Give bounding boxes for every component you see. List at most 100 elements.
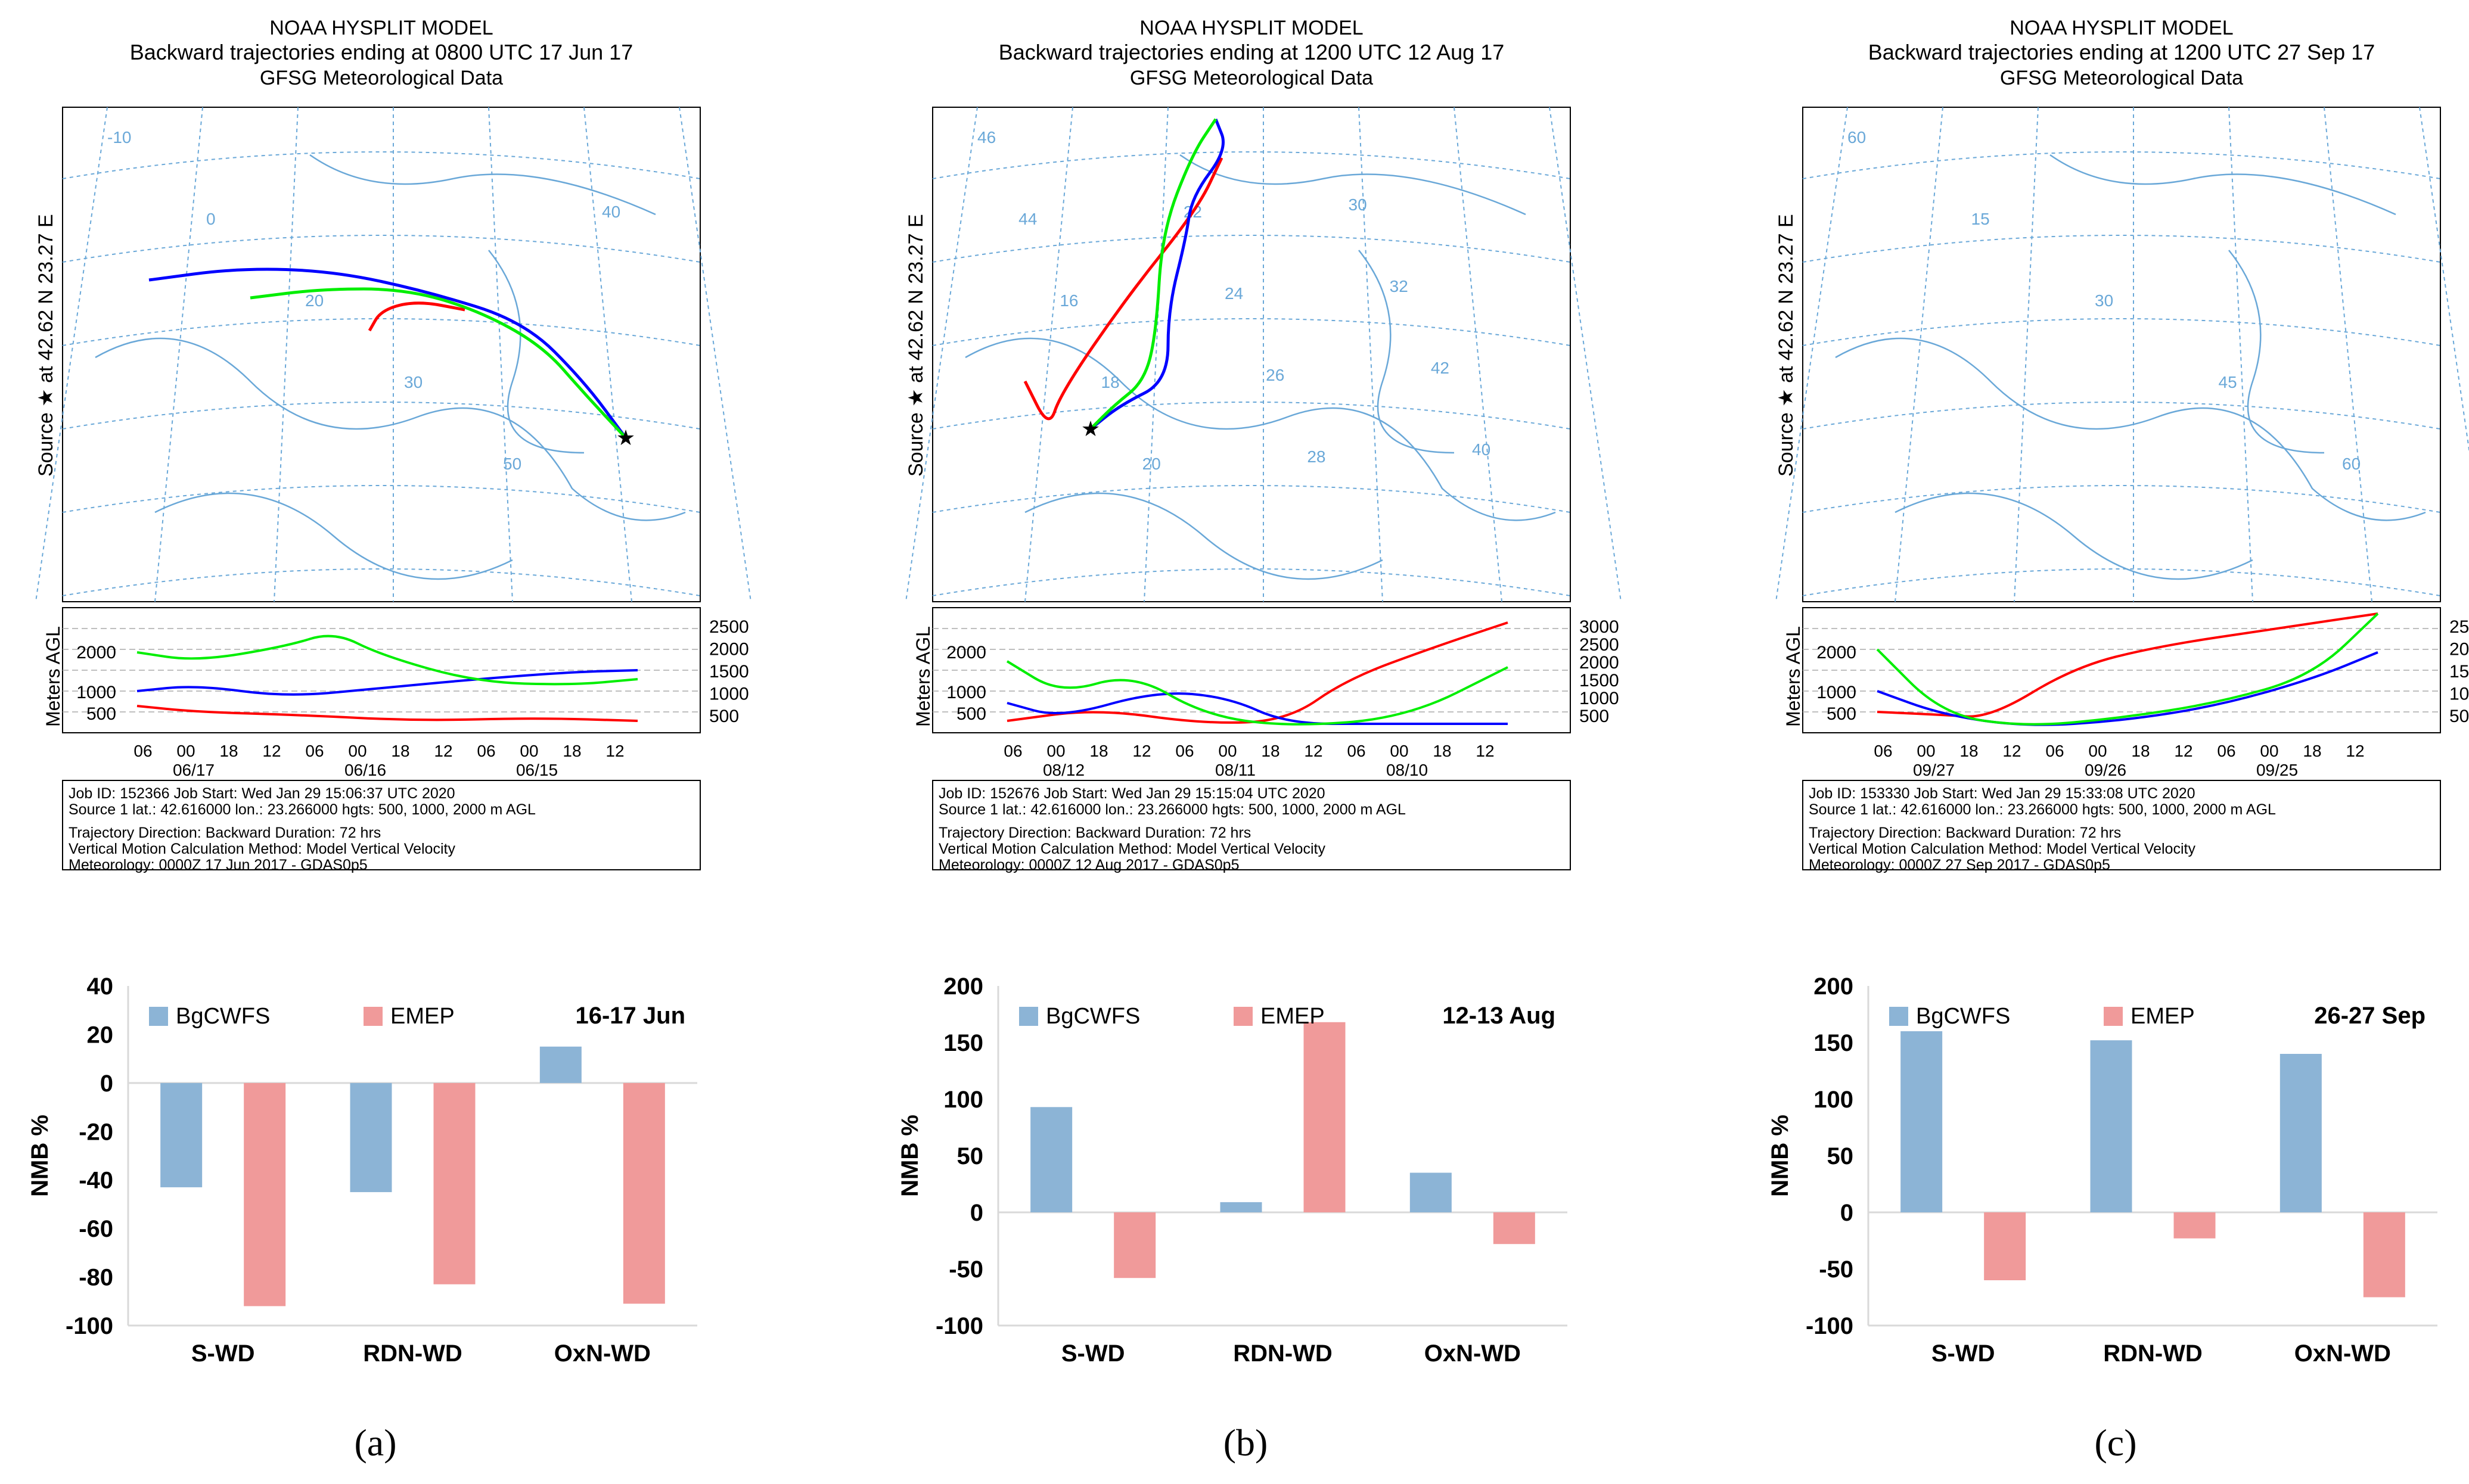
- profile-time-tick: 18: [1959, 742, 1978, 760]
- trajectory-1000m: [148, 267, 628, 439]
- hysplit-title: NOAA HYSPLIT MODEL: [1139, 17, 1363, 39]
- profile-right-tick: 500: [709, 707, 739, 726]
- chart-title: 26-27 Sep: [2314, 1003, 2425, 1029]
- profile-left-tick: 500: [956, 704, 986, 724]
- profile-time-tick: 12: [1132, 742, 1151, 760]
- info-line: Meteorology: 0000Z 12 Aug 2017 - GDAS0p5: [939, 857, 1240, 873]
- map-grid-label: 40: [602, 203, 620, 221]
- legend-swatch-bgcwfs: [149, 1007, 168, 1026]
- chart-title: 16-17 Jun: [575, 1003, 685, 1029]
- info-line: Source 1 lat.: 42.616000 lon.: 23.266000…: [1809, 801, 2276, 818]
- profile-left-tick: 1000: [946, 683, 986, 702]
- coastline: [1835, 337, 2426, 521]
- latitude-line: [932, 318, 1571, 346]
- y-tick-label: 0: [1840, 1200, 1853, 1226]
- y-tick-label: 150: [943, 1030, 983, 1056]
- panel-c: NOAA HYSPLIT MODEL Backward trajectories …: [1740, 0, 2469, 1484]
- profile-time-tick: 12: [1304, 742, 1322, 760]
- y-tick-label: -100: [66, 1313, 113, 1339]
- profile-time-tick: 18: [1433, 742, 1451, 760]
- profile-time-tick: 12: [2002, 742, 2021, 760]
- map-grid-label: 16: [1060, 291, 1078, 310]
- hysplit-subtitle: Backward trajectories ending at 1200 UTC…: [999, 40, 1505, 64]
- map-grid-label: 32: [1390, 277, 1408, 295]
- y-axis-label: NMB %: [1767, 1115, 1793, 1197]
- bar-bgcwfs-rdn-wd: [1220, 1202, 1262, 1212]
- source-location-label: Source ★ at 42.62 N 23.27 E: [1775, 214, 1797, 477]
- x-category-label: OxN-WD: [554, 1340, 651, 1367]
- profile-time-tick: 06: [1004, 742, 1022, 760]
- x-category-label: RDN-WD: [363, 1340, 462, 1367]
- coastline: [488, 250, 585, 454]
- info-line: Job ID: 153330 Job Start: Wed Jan 29 15:…: [1809, 785, 2195, 802]
- y-tick-label: 200: [1813, 973, 1853, 1000]
- info-line: Trajectory Direction: Backward Duration:…: [69, 825, 381, 841]
- info-box: [62, 780, 701, 870]
- profile-date-label: 06/17: [173, 761, 215, 779]
- profile-time-tick: 06: [305, 742, 324, 760]
- latitude-line: [62, 485, 701, 513]
- legend-swatch-emep: [1234, 1007, 1253, 1026]
- bar-bgcwfs-s-wd: [1030, 1107, 1073, 1212]
- profile-time-tick: 06: [1175, 742, 1194, 760]
- latitude-line: [1802, 318, 2441, 346]
- latitude-line: [62, 235, 701, 263]
- hysplit-met-data: GFSG Meteorological Data: [1130, 67, 1373, 89]
- profile-date-label: 09/27: [1913, 761, 1955, 779]
- legend-label: BgCWFS: [1916, 1004, 2010, 1029]
- profile-date-label: 08/11: [1215, 761, 1256, 779]
- profile-right-tick: 1000: [1579, 689, 1619, 708]
- profile-500m: [136, 705, 638, 722]
- coastline: [95, 337, 686, 521]
- map-grid-label: 15: [1971, 210, 1990, 228]
- trajectory-500m: [1023, 157, 1223, 421]
- profile-time-tick: 06: [1347, 742, 1365, 760]
- hysplit-met-data: GFSG Meteorological Data: [260, 67, 503, 89]
- profile-1000m: [1007, 692, 1508, 726]
- profile-time-tick: 06: [133, 742, 152, 760]
- profile-time-tick: 18: [2303, 742, 2321, 760]
- profile-time-tick: 06: [2217, 742, 2235, 760]
- legend-label: EMEP: [2131, 1004, 2195, 1029]
- profile-right-tick: 3000: [1579, 617, 1619, 637]
- bar-emep-s-wd: [1114, 1212, 1156, 1278]
- info-line: Vertical Motion Calculation Method: Mode…: [939, 841, 1325, 857]
- legend-label: EMEP: [1260, 1004, 1325, 1029]
- profile-right-tick: 2500: [2449, 617, 2469, 637]
- x-category-label: S-WD: [1931, 1340, 1995, 1367]
- map-frame: [1802, 107, 2441, 602]
- profile-left-tick: 2000: [946, 643, 986, 662]
- latitude-line: [1802, 402, 2441, 430]
- latitude-line: [932, 568, 1571, 596]
- x-category-label: S-WD: [1061, 1340, 1125, 1367]
- map-grid-label: 0: [206, 210, 216, 228]
- y-tick-label: -60: [79, 1216, 113, 1242]
- bar-bgcwfs-rdn-wd: [350, 1082, 392, 1193]
- profile-left-tick: 1000: [1816, 683, 1856, 702]
- coastline: [1179, 154, 1526, 216]
- profile-time-tick: 12: [2174, 742, 2192, 760]
- info-line: Meteorology: 0000Z 27 Sep 2017 - GDAS0p5: [1809, 857, 2110, 873]
- x-category-label: S-WD: [191, 1340, 255, 1367]
- latitude-line: [62, 568, 701, 596]
- source-location-label: Source ★ at 42.62 N 23.27 E: [905, 214, 927, 477]
- y-tick-label: 20: [87, 1022, 114, 1048]
- panel-caption: (c): [2094, 1421, 2137, 1464]
- info-line: Vertical Motion Calculation Method: Mode…: [1809, 841, 2195, 857]
- x-category-label: RDN-WD: [2103, 1340, 2203, 1367]
- coastline: [309, 154, 656, 216]
- info-line: Trajectory Direction: Backward Duration:…: [1809, 825, 2121, 841]
- y-tick-label: -100: [1806, 1313, 1853, 1339]
- profile-right-tick: 2000: [1579, 653, 1619, 673]
- profile-2000m: [1006, 660, 1508, 726]
- panel-caption: (a): [354, 1421, 397, 1464]
- meters-agl-label: Meters AGL: [912, 626, 934, 727]
- latitude-line: [932, 485, 1571, 513]
- longitude-line: [35, 107, 108, 602]
- profile-time-tick: 00: [1390, 742, 1408, 760]
- map-grid-label: 20: [305, 291, 324, 310]
- y-tick-label: 100: [943, 1087, 983, 1113]
- bar-emep-rdn-wd: [1303, 1022, 1346, 1212]
- latitude-line: [62, 151, 701, 179]
- map-grid-label: 18: [1101, 373, 1120, 391]
